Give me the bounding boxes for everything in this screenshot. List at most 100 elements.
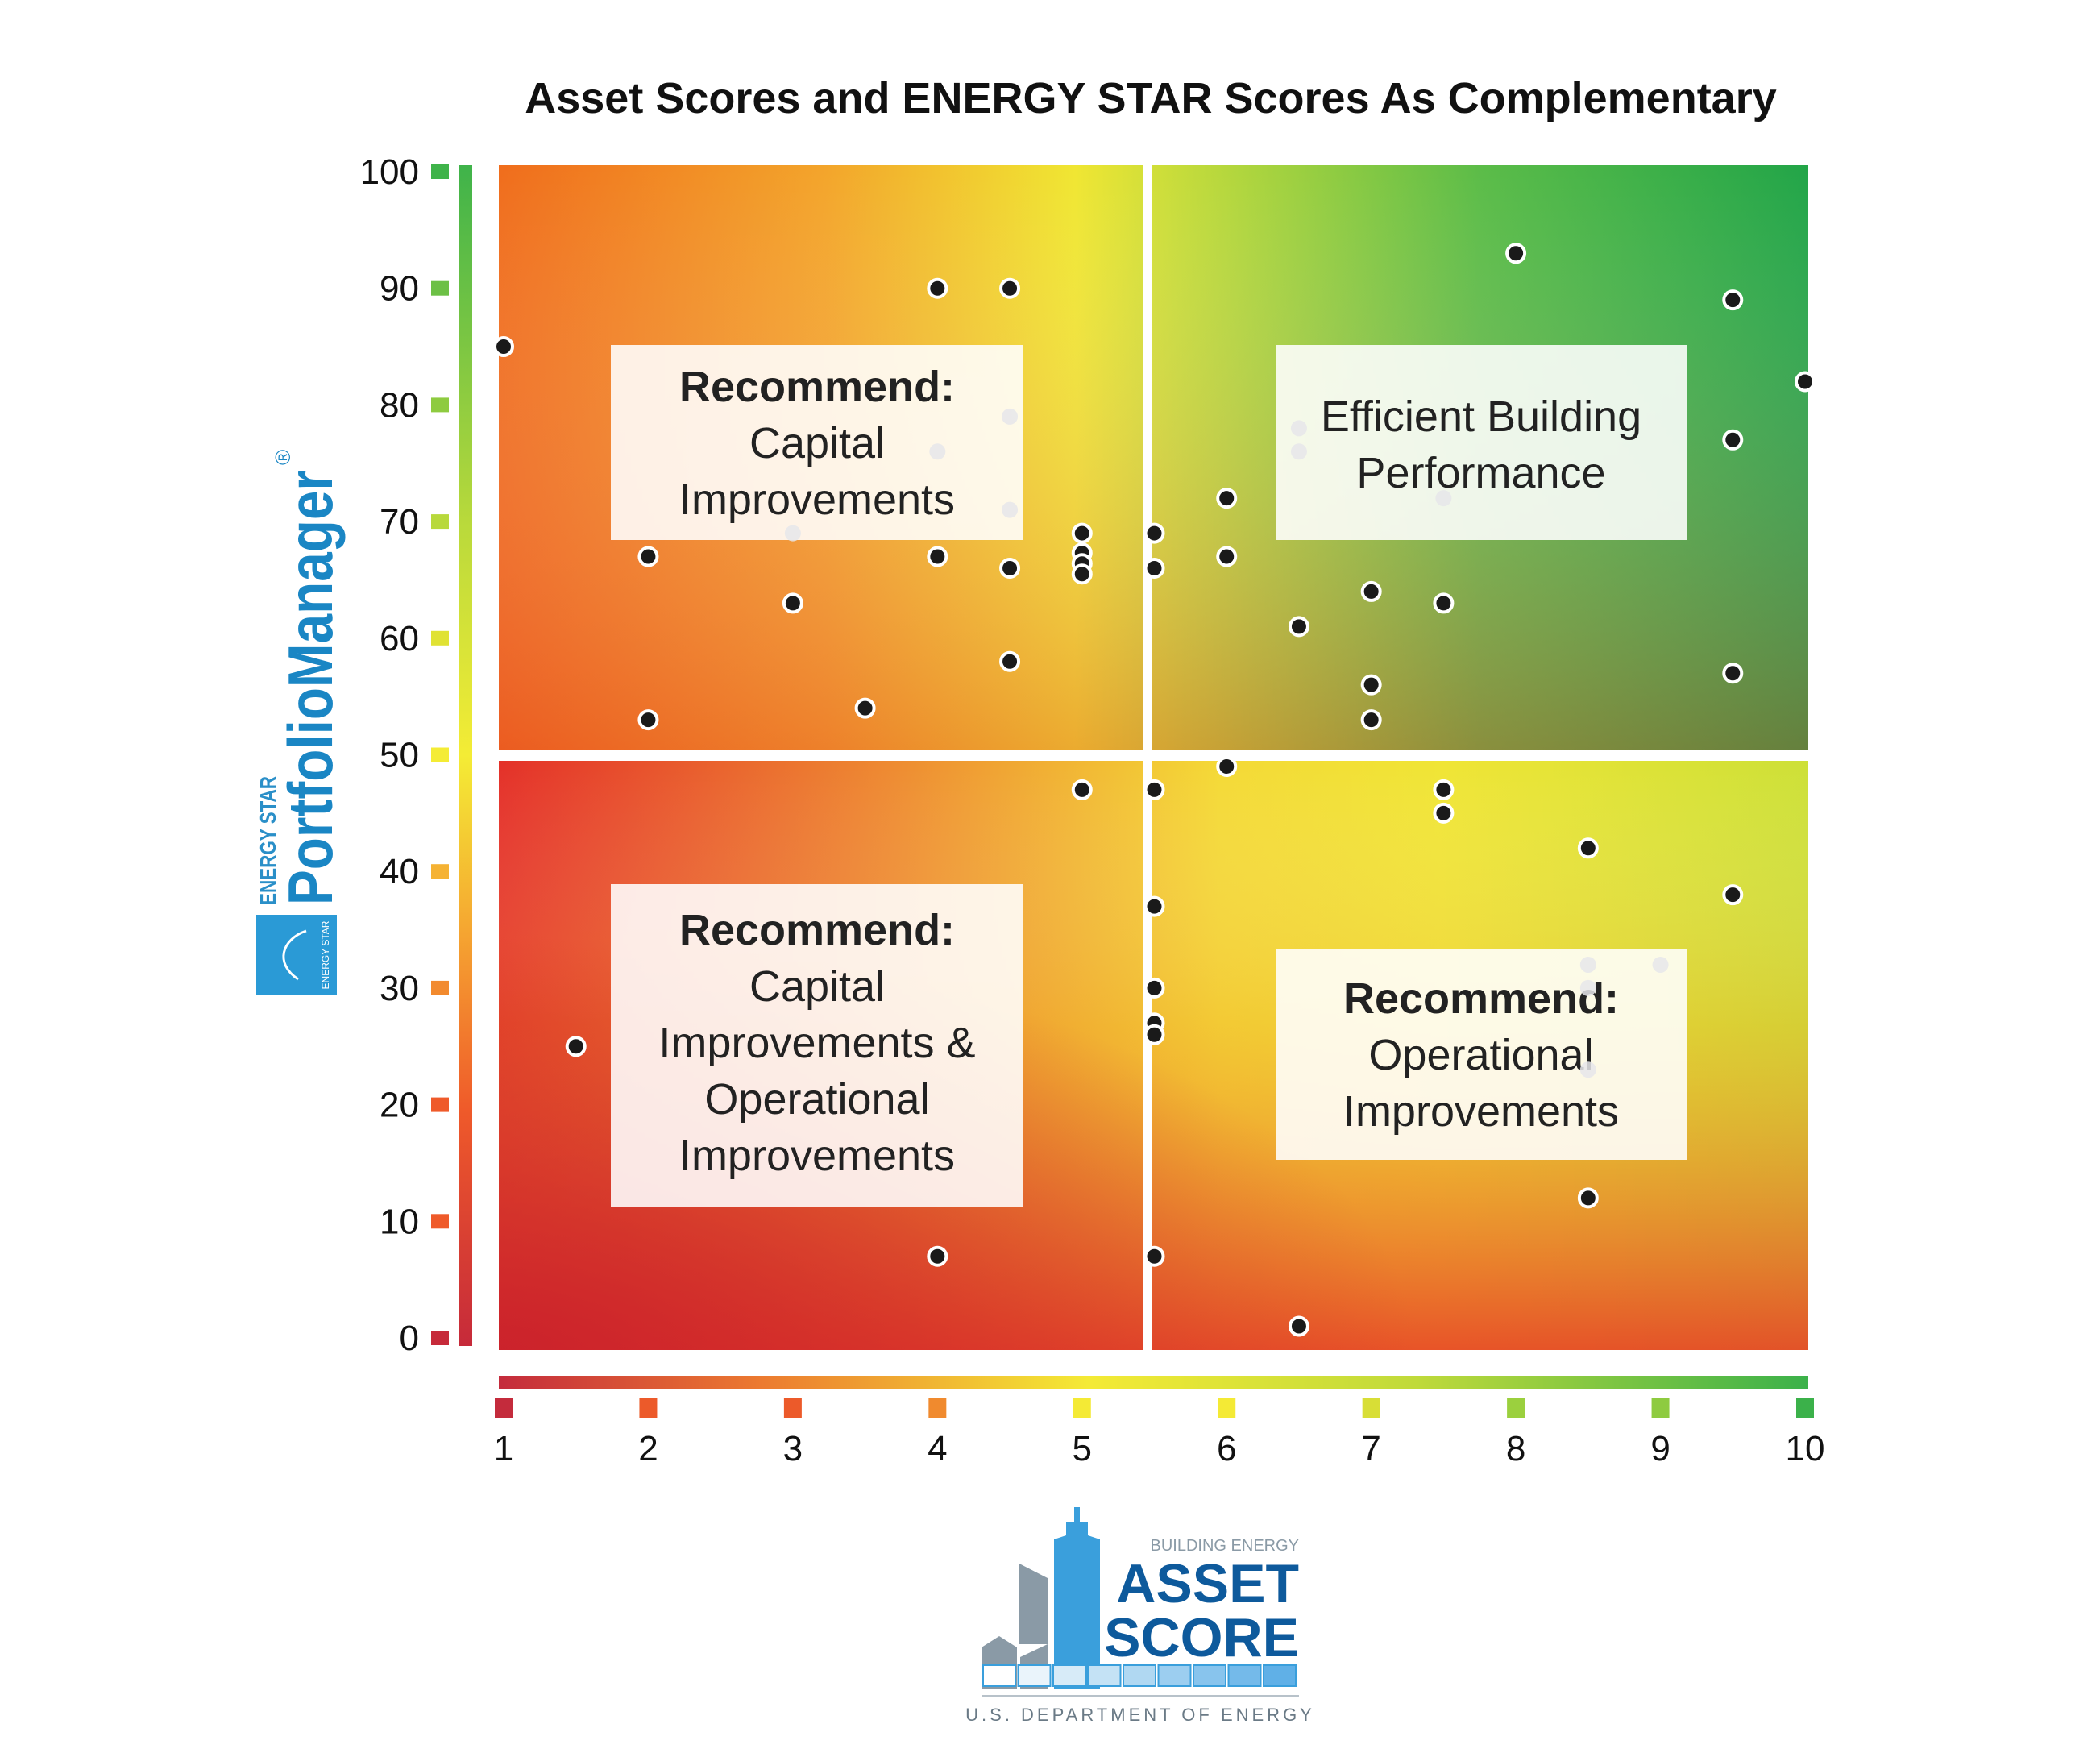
data-point (637, 709, 659, 731)
data-point (927, 277, 948, 299)
quadrant-divider-horizontal (499, 750, 1808, 761)
asset-score-line1: ASSET (1116, 1553, 1299, 1614)
x-tick-mark (1362, 1398, 1380, 1418)
y-tick-label: 40 (380, 852, 419, 891)
data-point (1143, 895, 1165, 917)
data-point (1143, 1024, 1165, 1045)
y-tick-mark (431, 280, 449, 296)
data-point (1216, 755, 1238, 777)
data-point (1143, 977, 1165, 999)
quadrant-label-heading: Recommend: (1343, 974, 1619, 1023)
data-point (1216, 488, 1238, 509)
faint-data-point (1435, 490, 1452, 507)
data-point (1722, 289, 1744, 311)
x-tick-label: 10 (1786, 1429, 1825, 1468)
y-tick-label: 90 (380, 269, 419, 309)
data-point (999, 277, 1021, 299)
data-point (1071, 522, 1093, 544)
y-tick-mark (431, 514, 449, 530)
x-tick-label: 8 (1506, 1429, 1525, 1468)
data-point (1505, 243, 1527, 264)
y-tick-mark (431, 864, 449, 879)
y-axis-color-bar (459, 165, 472, 1346)
data-point (1722, 663, 1744, 684)
data-point (1360, 580, 1382, 602)
x-axis-color-bar (499, 1376, 1808, 1389)
y-tick-label: 0 (400, 1319, 419, 1358)
doe-text: U.S. DEPARTMENT OF ENERGY (965, 1705, 1315, 1725)
y-tick-label: 50 (380, 736, 419, 775)
y-tick-mark (431, 1097, 449, 1112)
y-tick-mark (431, 747, 449, 762)
quadrant-label-line: Capital (749, 419, 885, 467)
faint-data-point (1002, 408, 1019, 425)
faint-data-point (929, 443, 946, 460)
x-tick-label: 6 (1217, 1429, 1236, 1468)
y-tick-mark (431, 1214, 449, 1229)
data-point (854, 697, 876, 719)
data-point (1071, 779, 1093, 800)
faint-data-point (1290, 420, 1307, 437)
y-axis: 0 10 20 30 40 50 60 70 80 90 100 (360, 152, 472, 1358)
quadrant-label: Recommend: Capital Improvements (611, 345, 1023, 540)
data-point (999, 557, 1021, 579)
faint-data-point (1290, 443, 1307, 460)
y-tick-mark (431, 1331, 449, 1345)
x-tick-label: 4 (928, 1429, 947, 1468)
x-tick-label: 3 (783, 1429, 803, 1468)
data-point (1360, 674, 1382, 696)
quadrant-label-line: Improvements (1343, 1087, 1619, 1136)
y-tick-label: 100 (360, 152, 419, 192)
faint-data-point (784, 525, 801, 542)
data-point (927, 1245, 948, 1267)
x-tick-label: 5 (1073, 1429, 1092, 1468)
x-tick-mark (1796, 1398, 1814, 1418)
data-point (782, 592, 803, 614)
faint-data-point (1002, 501, 1019, 518)
y-tick-label: 20 (380, 1086, 419, 1125)
faint-data-point (1579, 979, 1596, 996)
data-point (1143, 522, 1165, 544)
data-point (1216, 546, 1238, 567)
registered-mark: ® (271, 450, 295, 465)
x-tick-label: 2 (638, 1429, 658, 1468)
quadrant-label: Recommend: Capital Improvements & Operation… (611, 884, 1023, 1207)
quadrant-label-heading: Recommend: (679, 363, 955, 411)
data-point (1433, 592, 1455, 614)
y-tick-label: 10 (380, 1202, 419, 1241)
data-point (1071, 563, 1093, 585)
portfolio-manager-logo: ENERGY STAR ENERGY STAR PortfolioManager… (255, 450, 346, 995)
data-point (1143, 557, 1165, 579)
y-tick-mark (431, 164, 449, 179)
energy-star-brand-text: ENERGY STAR (255, 776, 280, 905)
x-tick-mark (639, 1398, 658, 1418)
faint-data-point (1579, 956, 1596, 973)
quadrant-label-line: Operational (1368, 1031, 1593, 1079)
data-point (1722, 884, 1744, 906)
asset-score-meter (982, 1664, 1299, 1697)
data-point (1722, 429, 1744, 451)
x-tick-mark (1073, 1398, 1091, 1418)
x-axis: 1 2 3 4 5 6 7 8 9 10 (494, 1376, 1825, 1468)
data-point (1143, 779, 1165, 800)
data-point (1143, 1245, 1165, 1267)
y-tick-mark (431, 630, 449, 646)
quadrant-label-line: Capital (749, 962, 885, 1011)
data-point (1795, 371, 1816, 393)
data-point (565, 1036, 587, 1057)
quadrant-label-line: Improvements (679, 476, 955, 524)
portfolio-manager-text: PortfolioManager (275, 470, 346, 905)
energy-star-seal-text: ENERGY STAR (320, 920, 331, 989)
x-tick-mark (1507, 1398, 1525, 1418)
building-skyline-icon (982, 1507, 1100, 1689)
quadrant-label-line: Efficient Building (1321, 393, 1641, 441)
y-tick-label: 30 (380, 969, 419, 1008)
asset-score-line2: SCORE (1104, 1607, 1299, 1668)
quadrant-label-heading: Recommend: (679, 906, 955, 954)
data-point (1360, 709, 1382, 731)
x-tick-mark (783, 1398, 802, 1418)
quadrant-label-line: Improvements (679, 1132, 955, 1180)
data-point (1433, 802, 1455, 824)
x-tick-mark (1651, 1398, 1670, 1418)
asset-score-logo: BUILDING ENERGY ASSET SCORE U.S. DEPARTM… (965, 1507, 1315, 1725)
